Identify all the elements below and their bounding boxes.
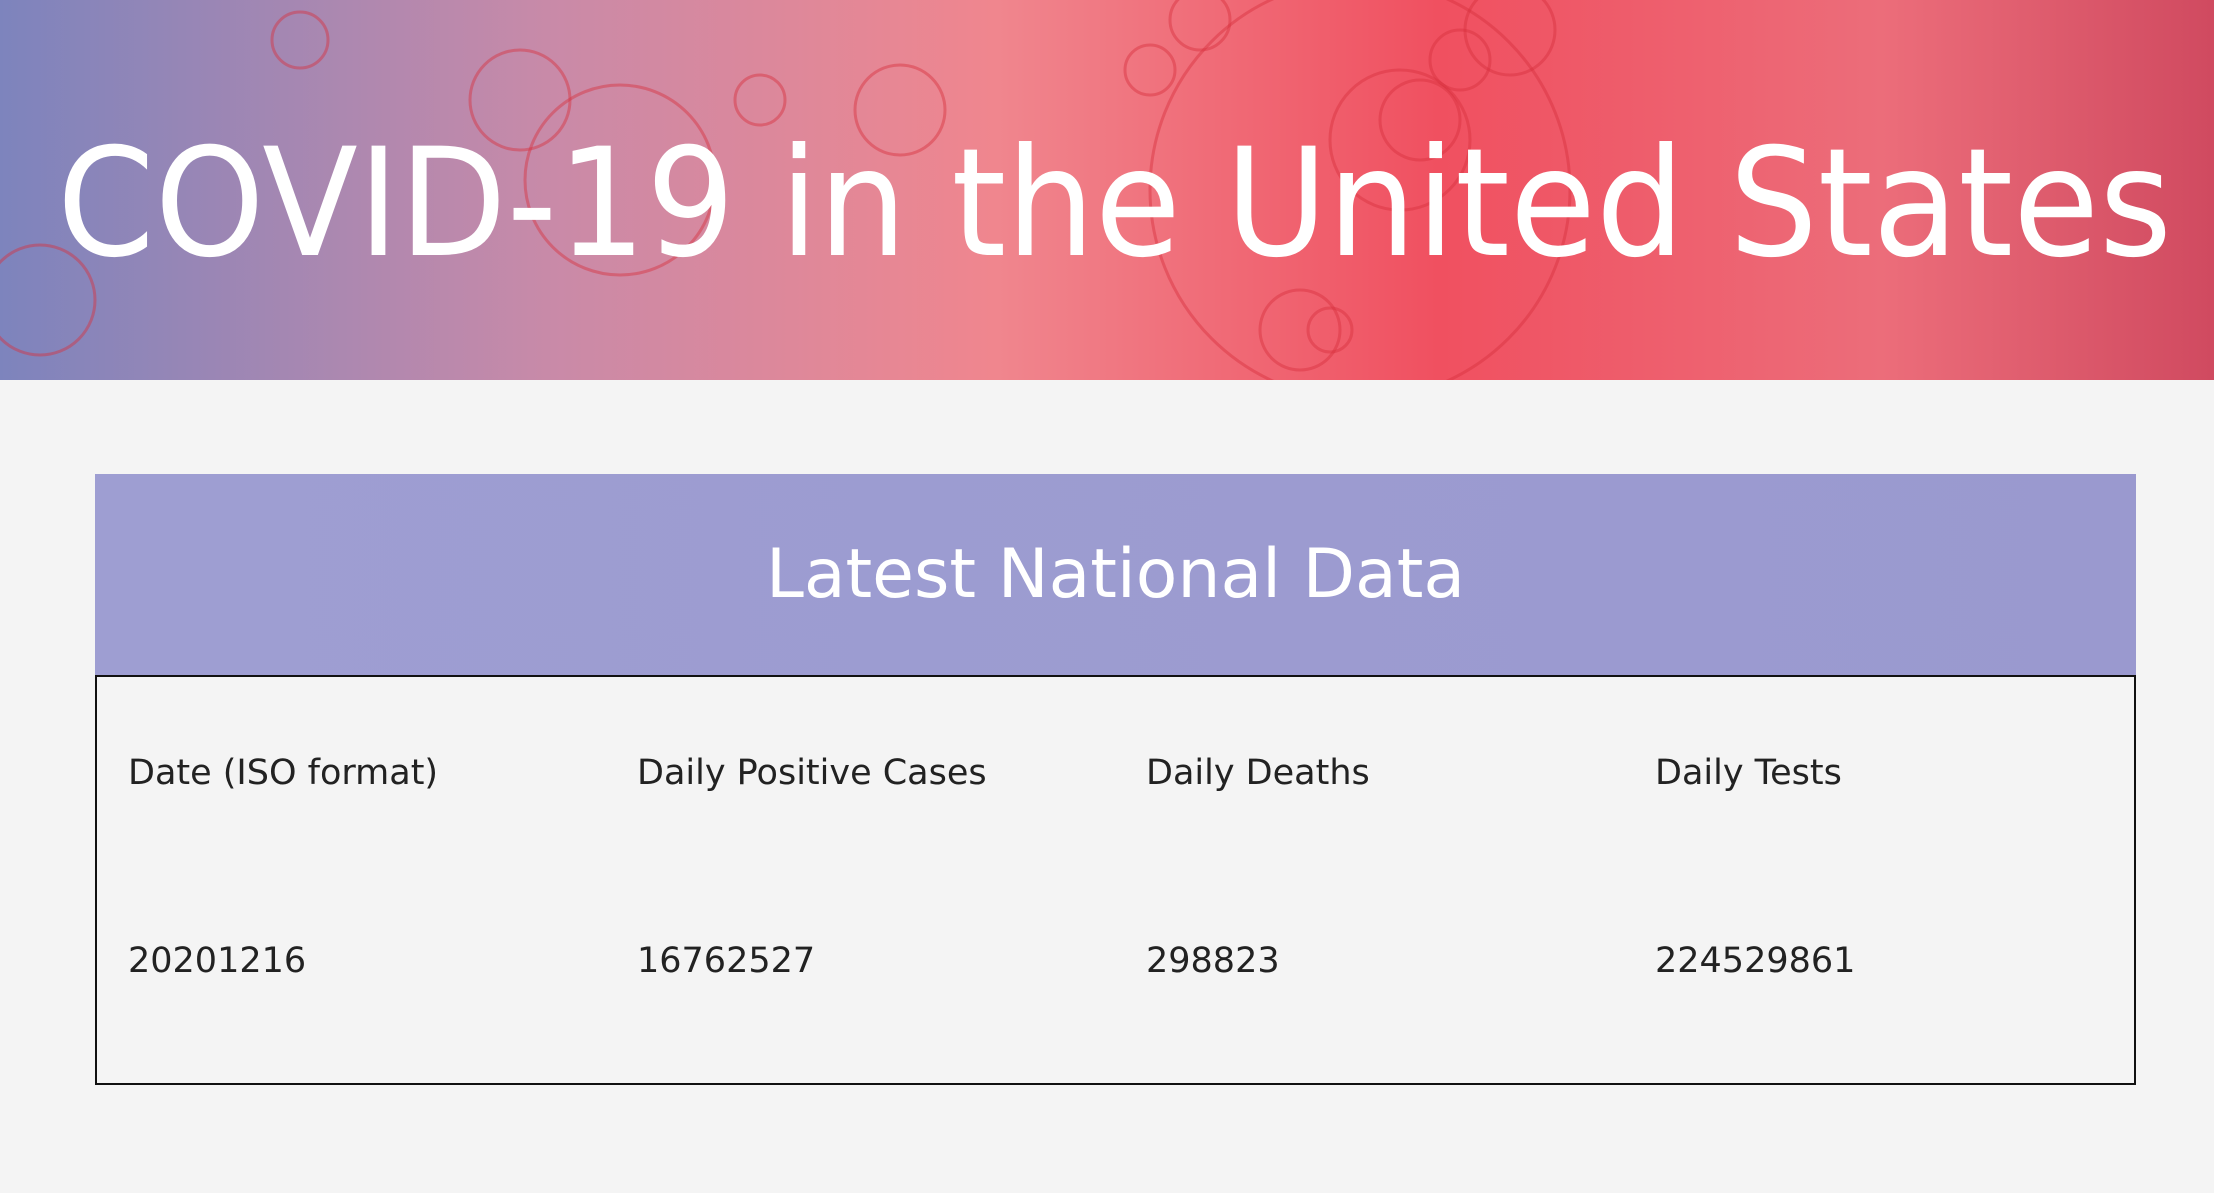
column-header: Daily Tests bbox=[1655, 753, 1842, 793]
column-header: Daily Positive Cases bbox=[637, 753, 987, 793]
banner: COVID-19 in the United States bbox=[0, 0, 2214, 380]
table-cell: 298823 bbox=[1146, 941, 1280, 981]
table-header: Latest National Data bbox=[95, 474, 2136, 675]
page-title: COVID-19 in the United States bbox=[57, 117, 2172, 291]
table-title: Latest National Data bbox=[765, 535, 1466, 614]
column-header: Date (ISO format) bbox=[128, 753, 439, 793]
table-cell: 16762527 bbox=[637, 941, 816, 981]
column-header: Daily Deaths bbox=[1146, 753, 1370, 793]
table-cell: 20201216 bbox=[128, 941, 307, 981]
table-cell: 224529861 bbox=[1655, 941, 1856, 981]
data-table: Date (ISO format) Daily Positive Cases Dai… bbox=[95, 675, 2136, 1085]
